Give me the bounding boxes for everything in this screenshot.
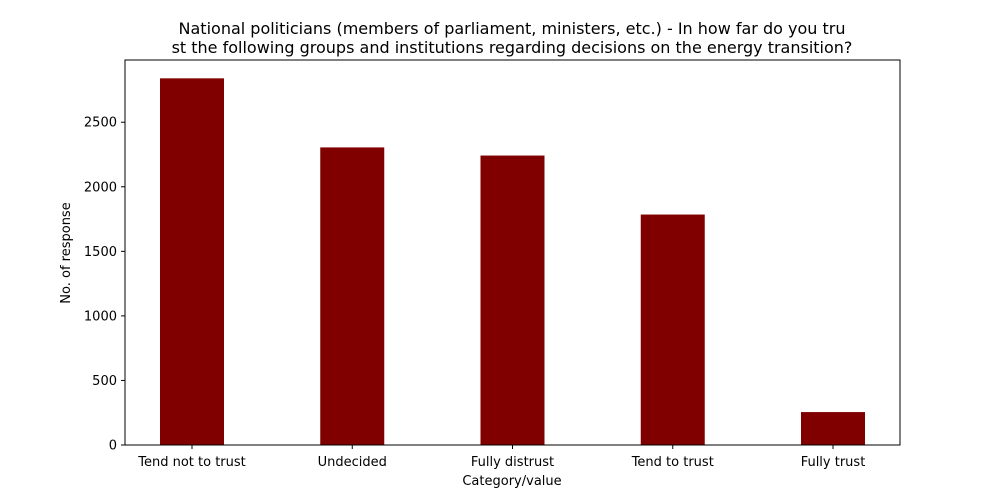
x-tick-label-0: Tend not to trust bbox=[137, 455, 246, 470]
y-tick-label-3: 1500 bbox=[84, 245, 117, 260]
x-axis: Tend not to trust Undecided Fully distrust… bbox=[137, 445, 865, 470]
chart-title-line-2: st the following groups and institutions… bbox=[172, 38, 853, 57]
x-tick-label-2: Fully distrust bbox=[471, 455, 554, 470]
y-axis: 0 500 1000 1500 2000 2500 bbox=[84, 116, 125, 454]
bar-3 bbox=[640, 214, 705, 445]
x-axis-label: Category/value bbox=[462, 474, 561, 489]
bar-0 bbox=[160, 78, 224, 445]
bar-1 bbox=[320, 147, 385, 445]
y-tick-label-2: 1000 bbox=[84, 309, 117, 324]
y-axis-label: No. of response bbox=[59, 202, 74, 303]
y-tick-label-4: 2000 bbox=[84, 180, 117, 195]
bar-4 bbox=[801, 412, 865, 445]
bars-layer bbox=[160, 78, 865, 445]
chart-title: National politicians (members of parliam… bbox=[172, 19, 853, 57]
bar-2 bbox=[480, 155, 545, 445]
y-tick-label-5: 2500 bbox=[84, 116, 117, 131]
x-tick-label-4: Fully trust bbox=[801, 455, 866, 470]
y-tick-label-1: 500 bbox=[92, 374, 117, 389]
x-tick-label-3: Tend to trust bbox=[631, 455, 714, 470]
y-tick-label-0: 0 bbox=[109, 439, 117, 454]
x-tick-label-1: Undecided bbox=[318, 455, 387, 470]
chart-title-line-1: National politicians (members of parliam… bbox=[179, 19, 846, 38]
